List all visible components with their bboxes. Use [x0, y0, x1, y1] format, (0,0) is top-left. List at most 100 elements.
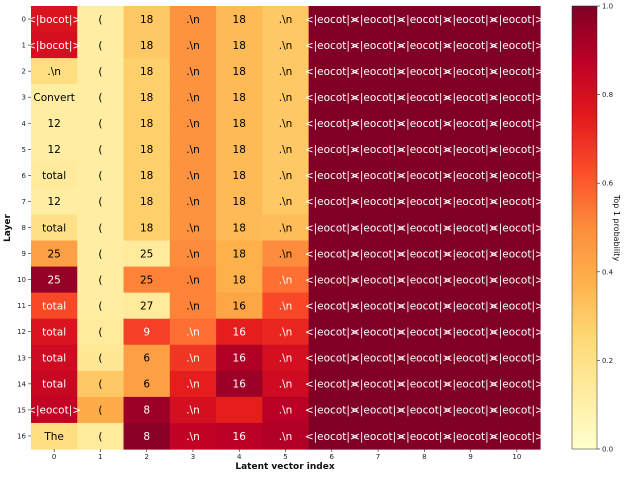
colorbar-tick-label: 0.2	[602, 357, 613, 365]
cell-token-label: <|eocot|>	[444, 40, 498, 52]
heatmap-cell	[354, 266, 402, 294]
heatmap-cell	[123, 240, 171, 268]
colorbar-tick-label: 0.0	[602, 446, 613, 454]
cell-token-label: 16	[233, 431, 247, 443]
heatmap-cell	[447, 110, 495, 137]
heatmap-cell	[123, 84, 171, 111]
heatmap-cell	[493, 162, 541, 190]
cell-token-label: <|eocot|>	[444, 144, 498, 156]
cell-token-label: .\n	[186, 222, 200, 234]
cell-token-label: (	[98, 144, 102, 156]
cell-token-label: <|eocot|>	[444, 300, 498, 312]
cell-token-label: .\n	[279, 14, 293, 26]
cell-token-label: 16	[233, 300, 247, 312]
cell-token-label: 8	[143, 431, 150, 443]
cell-token-label: <|eocot|>	[490, 405, 544, 417]
cell-token-label: <|eocot|>	[397, 92, 451, 104]
cell-token-label: .\n	[186, 66, 200, 78]
heatmap-cell	[169, 266, 217, 294]
cell-token-label: <|eocot|>	[490, 118, 544, 130]
cell-token-label: 12	[47, 118, 60, 130]
cell-token-label: <|eocot|>	[444, 170, 498, 182]
heatmap-cell	[447, 136, 495, 163]
heatmap-cell	[31, 84, 78, 111]
heatmap-cell	[123, 6, 171, 33]
heatmap-cell	[31, 58, 78, 85]
cell-token-label: .\n	[186, 274, 200, 286]
cell-token-label: 18	[140, 40, 153, 52]
heatmap-cell	[262, 6, 310, 33]
heatmap-cell	[493, 214, 541, 242]
heatmap-cell	[169, 136, 217, 163]
cell-token-label: <|eocot|>	[490, 222, 544, 234]
cell-token-label: 16	[233, 327, 247, 339]
heatmap-cell	[77, 162, 125, 190]
heatmap-cell	[262, 84, 310, 111]
cell-token-label: 18	[140, 14, 153, 26]
heatmap-cell	[401, 266, 449, 294]
cell-token-label: <|eocot|>	[397, 353, 451, 365]
heatmap-cell	[354, 110, 402, 137]
heatmap-cell	[401, 240, 449, 268]
heatmap-cell	[262, 110, 310, 137]
cell-token-label: 18	[140, 66, 153, 78]
cell-token-label: (	[98, 118, 102, 130]
heatmap-cell	[308, 266, 356, 294]
heatmap-cell	[493, 58, 541, 85]
cell-token-label: total	[42, 353, 66, 365]
cell-token-label: 27	[140, 300, 153, 312]
cell-token-label: 18	[140, 118, 153, 130]
cell-token-label: <|eocot|>	[397, 405, 451, 417]
heatmap-cell	[31, 266, 78, 294]
cell-token-label: <|eocot|>	[27, 405, 81, 417]
cell-token-label: .\n	[47, 66, 61, 78]
cell-token-label: 18	[233, 66, 246, 78]
cell-token-label: Convert	[33, 92, 75, 104]
y-tick-label: 4	[22, 120, 27, 128]
cell-token-label: 9	[143, 327, 150, 339]
cell-token-label: 18	[233, 274, 246, 286]
heatmap-cell	[216, 188, 263, 216]
heatmap-cell	[77, 32, 125, 59]
heatmap-cell	[493, 266, 541, 294]
cell-token-label: <|eocot|>	[305, 274, 359, 286]
heatmap-cell	[169, 396, 217, 424]
cell-token-label: <|eocot|>	[490, 196, 544, 208]
heatmap-cell	[447, 318, 495, 346]
y-tick-label: 14	[17, 380, 26, 388]
x-axis-ticks: 0 1 2 3 4 5 6 7 8 9 10	[52, 449, 521, 461]
heatmap-cell	[447, 396, 495, 424]
heatmap-cell	[77, 110, 125, 137]
y-tick-label: 1	[22, 42, 26, 50]
heatmap-cell	[31, 240, 78, 268]
heatmap-cell	[354, 214, 402, 242]
cell-token-label: <|eocot|>	[490, 170, 544, 182]
heatmap-cell	[169, 344, 217, 372]
heatmap-cell	[354, 422, 402, 450]
cell-token-label: <|eocot|>	[351, 66, 405, 78]
heatmap-cell	[216, 110, 263, 137]
heatmap-cell	[401, 84, 449, 111]
cell-token-label: .\n	[186, 327, 200, 339]
cell-token-label: <|eocot|>	[305, 196, 359, 208]
cell-token-label: .\n	[186, 40, 200, 52]
cell-token-label: 12	[47, 144, 60, 156]
heatmap-cell	[169, 58, 217, 85]
heatmap-cell	[493, 370, 541, 398]
heatmap-cell	[493, 188, 541, 216]
cell-token-label: <|eocot|>	[351, 300, 405, 312]
cell-token-label: <|eocot|>	[351, 144, 405, 156]
cell-token-label: 18	[233, 14, 246, 26]
colorbar-ticks: 0.0 0.2 0.4 0.6 0.8 1.0	[597, 3, 614, 454]
heatmap-cell	[123, 344, 171, 372]
heatmap-cell	[169, 422, 217, 450]
heatmap-cell	[354, 318, 402, 346]
heatmap-cell	[216, 32, 263, 59]
x-tick-label: 2	[144, 453, 148, 461]
cell-token-label: <|bocot|>	[27, 14, 81, 26]
cell-token-label: <|eocot|>	[351, 170, 405, 182]
heatmap-cell	[216, 214, 263, 242]
cell-token-label: <|eocot|>	[490, 14, 544, 26]
x-tick-label: 8	[422, 453, 426, 461]
